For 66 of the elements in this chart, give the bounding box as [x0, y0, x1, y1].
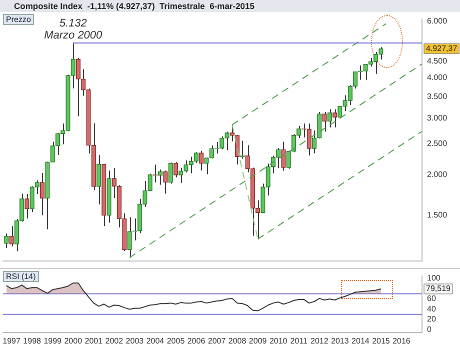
- candlestick: [224, 131, 230, 151]
- y-tick-label: 3.000: [427, 113, 448, 122]
- candlestick: [327, 108, 332, 128]
- x-tick-label: 1999: [44, 336, 62, 346]
- x-tick-label: 2004: [146, 336, 165, 346]
- candlestick: [286, 150, 291, 170]
- x-tick-label: 2014: [352, 336, 370, 346]
- y-tick-label: 4.500: [427, 56, 448, 66]
- x-tick-label: 2001: [84, 336, 104, 346]
- candlestick: [199, 150, 204, 171]
- annotation: Marzo 2000: [44, 30, 104, 42]
- x-tick-label: 1997: [2, 336, 21, 346]
- x-tick-label: 2009: [248, 336, 268, 346]
- annotation: 5.132: [59, 18, 87, 30]
- x-tick-label: 2003: [126, 336, 144, 346]
- x-tick-label: 1998: [23, 336, 42, 346]
- x-tick-label: 2012: [310, 336, 329, 346]
- chart-title: Composite Index -1,11% (4.927,37) Trimestrale 6-mar-2015: [0, 0, 460, 12]
- candlestick: [4, 232, 9, 248]
- y-tick-label: 2.500: [427, 138, 448, 148]
- candlestick: [40, 172, 45, 216]
- x-tick-label: 2010: [269, 336, 288, 346]
- x-tick-label: 2013: [331, 336, 350, 346]
- candlestick: [96, 154, 102, 205]
- x-tick-label: 2008: [228, 336, 247, 346]
- x-tick-label: 2007: [208, 336, 226, 346]
- candlestick: [312, 130, 317, 154]
- y-tick-label: 1.500: [427, 210, 448, 220]
- x-tick-label: 2006: [187, 336, 206, 346]
- candlestick: [209, 144, 214, 159]
- text: 4.927,37: [426, 44, 458, 53]
- y-axis-title: RSI (14): [3, 271, 39, 282]
- y-axis-title: Prezzo: [3, 14, 34, 25]
- y-tick-label: 60: [427, 294, 436, 304]
- x-tick-label: 2016: [392, 336, 411, 346]
- candlestick: [281, 141, 286, 172]
- x-tick-label: 2000: [64, 336, 83, 346]
- candlestick: [24, 194, 30, 220]
- y-tick-label: 6.000: [427, 16, 448, 26]
- x-tick-label: 2005: [166, 336, 186, 346]
- x-tick-label: 2015: [372, 336, 390, 346]
- candlestick: [152, 164, 158, 183]
- candlestick: [70, 42, 76, 89]
- candlestick: [178, 167, 184, 184]
- y-tick-label: 40: [427, 304, 436, 314]
- candlestick: [76, 58, 81, 117]
- text: 79,519: [426, 284, 452, 294]
- y-tick-label: 20: [427, 314, 436, 324]
- y-tick-label: 100: [427, 274, 441, 283]
- candlestick: [158, 169, 163, 186]
- y-tick-label: 0: [427, 325, 432, 334]
- y-tick-label: 4.000: [427, 73, 448, 82]
- candlestick: [204, 156, 209, 175]
- x-tick-label: 2002: [105, 336, 124, 346]
- candlestick: [9, 226, 14, 247]
- candlestick: [173, 162, 178, 178]
- y-tick-label: 3.500: [427, 92, 448, 101]
- candlestick: [322, 112, 327, 132]
- candlestick: [127, 216, 132, 258]
- candlestick: [34, 180, 40, 194]
- candlestick: [163, 170, 168, 194]
- candlestick: [30, 186, 34, 212]
- candlestick: [168, 162, 173, 184]
- x-tick-label: 2011: [290, 336, 308, 346]
- candlestick: [332, 108, 338, 128]
- y-tick-label: 2.000: [427, 170, 448, 180]
